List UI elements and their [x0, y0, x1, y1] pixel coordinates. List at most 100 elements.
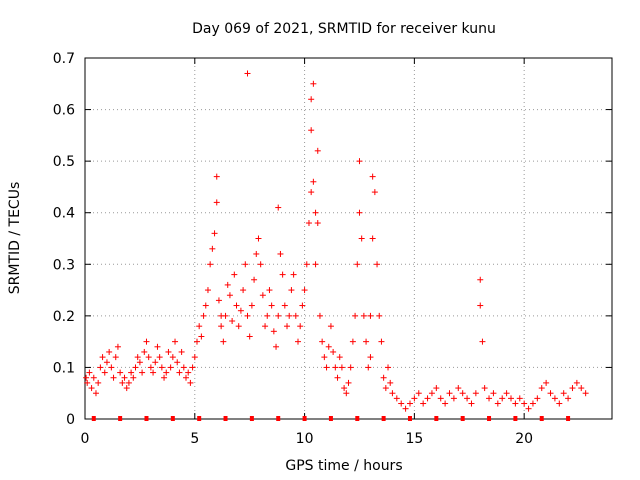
data-point [198, 333, 205, 340]
data-point [97, 364, 104, 371]
data-point [123, 385, 130, 392]
data-point [358, 235, 365, 242]
data-point [365, 364, 372, 371]
y-tick-label: 0.1 [53, 360, 75, 376]
zero-marker [223, 416, 228, 421]
y-tick-label: 0.2 [53, 309, 75, 325]
data-point [213, 173, 220, 180]
data-point [178, 348, 185, 355]
zero-marker [381, 416, 386, 421]
data-point [402, 405, 409, 412]
axis-ticks: 0 5 10 15 20 0 0.1 0.2 0.3 0.4 0.5 0.6 0.7 [53, 51, 612, 447]
data-point [338, 364, 345, 371]
data-point [215, 297, 222, 304]
data-point [156, 354, 163, 361]
data-point [121, 374, 128, 381]
data-point [141, 348, 148, 355]
data-point [270, 328, 277, 335]
data-point [455, 385, 462, 392]
data-point [369, 235, 376, 242]
data-point [224, 281, 231, 288]
data-point [382, 385, 389, 392]
data-point [319, 338, 326, 345]
data-point [499, 395, 506, 402]
data-point [428, 390, 435, 397]
data-point [235, 323, 242, 330]
data-point [341, 385, 348, 392]
data-point [490, 390, 497, 397]
data-point [398, 400, 405, 407]
data-point [207, 261, 214, 268]
data-point [158, 364, 165, 371]
data-point [161, 374, 168, 381]
data-point [477, 276, 484, 283]
data-point [112, 354, 119, 361]
data-point [169, 354, 176, 361]
data-point [301, 287, 308, 294]
data-point [174, 359, 181, 366]
zero-marker [197, 416, 202, 421]
y-tick-label: 0.6 [53, 103, 75, 119]
data-point [437, 395, 444, 402]
y-tick-label: 0.3 [53, 257, 75, 273]
data-point [569, 385, 576, 392]
data-point [303, 261, 310, 268]
data-point [360, 312, 367, 319]
data-point [325, 343, 332, 350]
data-point [305, 220, 312, 227]
data-point [183, 374, 190, 381]
data-point [573, 379, 580, 386]
data-point [257, 261, 264, 268]
data-point [204, 287, 211, 294]
zero-marker [118, 416, 123, 421]
zero-marker [434, 416, 439, 421]
data-point [477, 302, 484, 309]
data-point [411, 395, 418, 402]
data-point [275, 312, 282, 319]
y-tick-label: 0.4 [53, 206, 75, 222]
zero-marker [328, 416, 333, 421]
x-tick-label: 0 [81, 431, 90, 447]
y-tick-label: 0.5 [53, 154, 75, 170]
data-point [547, 390, 554, 397]
data-point [268, 302, 275, 309]
data-point [139, 369, 146, 376]
data-point [343, 390, 350, 397]
data-point [481, 385, 488, 392]
data-point [143, 338, 150, 345]
data-point [376, 312, 383, 319]
data-point [200, 312, 207, 319]
data-point [191, 354, 198, 361]
y-tick-label: 0 [66, 412, 75, 428]
data-point [374, 261, 381, 268]
data-point [345, 379, 352, 386]
data-point [294, 338, 301, 345]
data-point [147, 364, 154, 371]
plot-frame [84, 57, 613, 420]
data-point [172, 338, 179, 345]
data-point [378, 338, 385, 345]
zero-marker [249, 416, 254, 421]
data-point [446, 390, 453, 397]
data-point [145, 354, 152, 361]
data-point [433, 385, 440, 392]
data-point [321, 354, 328, 361]
data-point [415, 390, 422, 397]
zero-marker [170, 416, 175, 421]
data-point [442, 400, 449, 407]
data-point [551, 395, 558, 402]
data-point [336, 354, 343, 361]
data-point [534, 395, 541, 402]
data-point [525, 405, 532, 412]
x-axis-label: GPS time / hours [285, 458, 402, 474]
zero-marker [91, 416, 96, 421]
data-point [352, 312, 359, 319]
data-point [507, 395, 514, 402]
data-point [450, 395, 457, 402]
data-point [367, 312, 374, 319]
data-point [83, 374, 90, 381]
data-point [136, 359, 143, 366]
x-tick-label: 10 [296, 431, 314, 447]
data-points [83, 70, 589, 421]
data-point [560, 390, 567, 397]
